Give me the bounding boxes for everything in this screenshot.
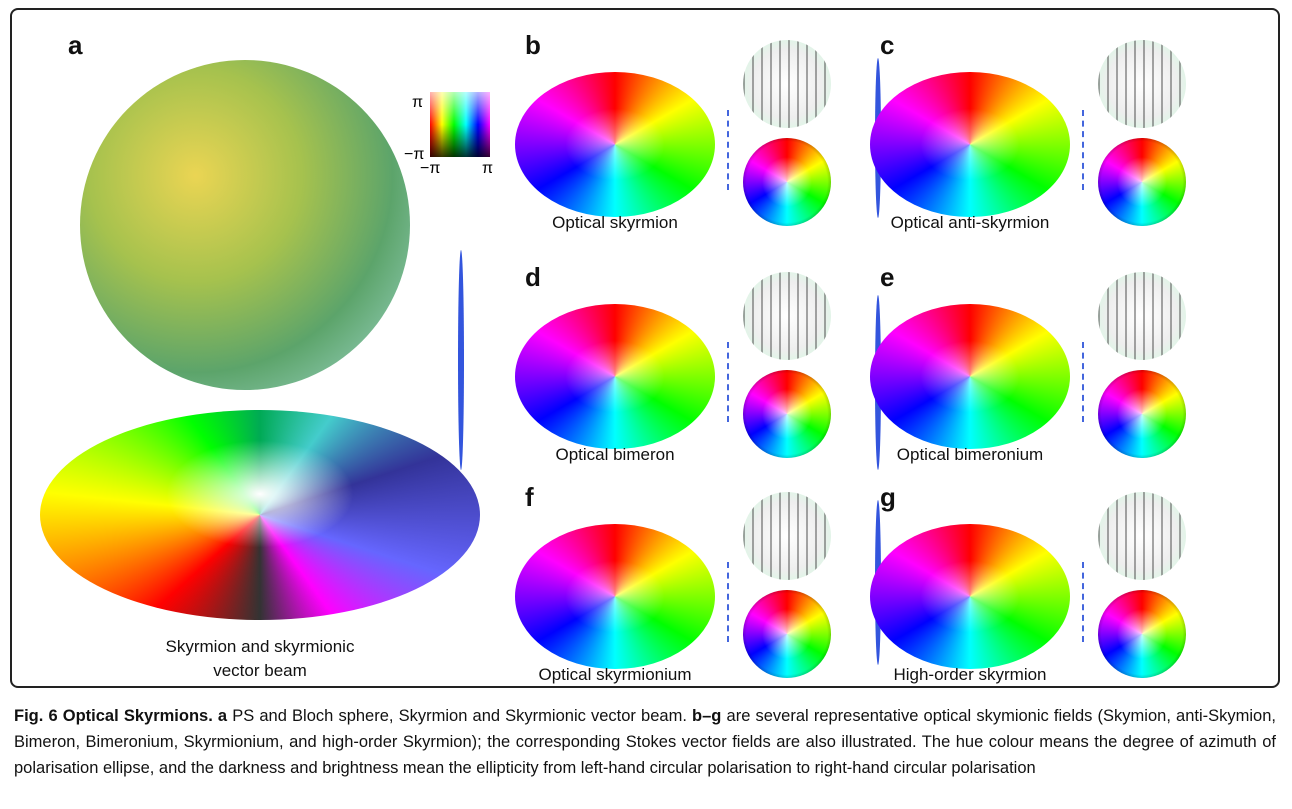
- colorbar-label: π: [482, 160, 493, 178]
- panel-label: e: [880, 262, 894, 293]
- caption-text: b–g: [692, 707, 721, 725]
- divider-line: [1082, 342, 1084, 422]
- field-disk: [870, 524, 1070, 669]
- divider-line: [727, 342, 729, 422]
- divider-line: [1082, 562, 1084, 642]
- phase-circle: [743, 370, 831, 458]
- panel-caption: Optical skyrmionium: [485, 665, 745, 685]
- field-disk: [515, 72, 715, 217]
- stokes-circle: [743, 492, 831, 580]
- stokes-circle: [743, 272, 831, 360]
- panel-label: a: [68, 30, 82, 61]
- panel-caption: vector beam: [130, 661, 390, 681]
- divider-line: [727, 110, 729, 190]
- panel-caption: Skyrmion and skyrmionic: [130, 637, 390, 657]
- stokes-circle: [743, 40, 831, 128]
- field-disk: [870, 72, 1070, 217]
- phase-circle: [1098, 590, 1186, 678]
- stokes-circle: [1098, 272, 1186, 360]
- panel-caption: Optical bimeron: [485, 445, 745, 465]
- field-disk: [515, 524, 715, 669]
- panel-label: f: [525, 482, 534, 513]
- caption-text: Fig. 6 Optical Skyrmions.: [14, 707, 213, 725]
- panel-label: d: [525, 262, 541, 293]
- panel-caption: Optical skyrmion: [485, 213, 745, 233]
- caption-text: a: [213, 707, 227, 725]
- panel-caption: Optical anti-skyrmion: [840, 213, 1100, 233]
- field-disk: [515, 304, 715, 449]
- panel-label: g: [880, 482, 896, 513]
- phase-circle: [743, 138, 831, 226]
- page: a π −π −π π Skyrmion and skyrmionic vect…: [0, 0, 1292, 809]
- stokes-circle: [1098, 492, 1186, 580]
- colorbar: [430, 92, 490, 157]
- caption-text: PS and Bloch sphere, Skyrmion and Skyrmi…: [227, 707, 692, 725]
- panel-label: c: [880, 30, 894, 61]
- panel-label: b: [525, 30, 541, 61]
- vector-beam-disk: [40, 410, 480, 620]
- phase-circle: [1098, 370, 1186, 458]
- field-disk: [870, 304, 1070, 449]
- phase-circle: [1098, 138, 1186, 226]
- panel-caption: Optical bimeronium: [840, 445, 1100, 465]
- divider-line: [727, 562, 729, 642]
- colorbar-label: π: [412, 94, 423, 112]
- colorbar-label: −π: [420, 160, 440, 178]
- divider-line: [1082, 110, 1084, 190]
- bloch-sphere: [80, 60, 410, 390]
- phase-circle: [743, 590, 831, 678]
- panel-caption: High-order skyrmion: [840, 665, 1100, 685]
- separator-lens: [458, 250, 464, 470]
- figure-caption: Fig. 6 Optical Skyrmions. a PS and Bloch…: [14, 703, 1276, 781]
- stokes-circle: [1098, 40, 1186, 128]
